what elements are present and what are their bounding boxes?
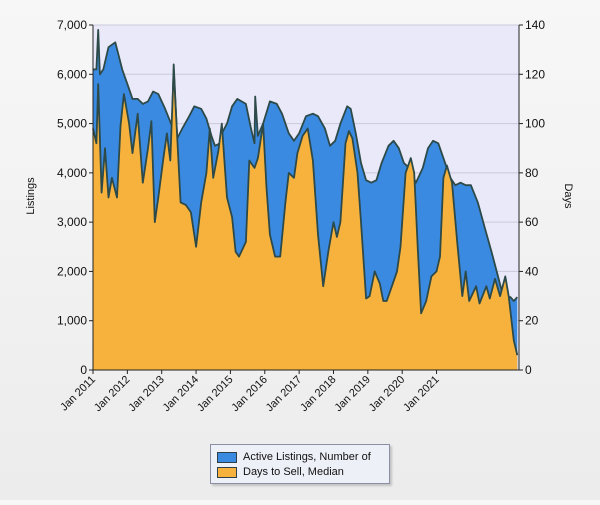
series-line-0 <box>93 29 518 302</box>
y2-tick-label: 140 <box>525 18 545 32</box>
x-tick-label: Jan 2011 <box>58 374 98 414</box>
legend-swatch-active-listings <box>217 451 237 463</box>
y2-tick-label: 20 <box>525 314 539 328</box>
x-tick-label: Jan 2012 <box>92 374 132 414</box>
y2-tick-label: 60 <box>525 215 539 229</box>
y-tick-label: 5,000 <box>57 117 87 131</box>
x-tick-label: Jan 2017 <box>264 374 304 414</box>
series-line-1 <box>92 68 519 356</box>
legend-label-days-to-sell: Days to Sell, Median <box>243 466 344 478</box>
legend-item-days-to-sell: Days to Sell, Median <box>217 465 344 479</box>
y2-tick-label: 100 <box>525 117 545 131</box>
y2-tick-label: 80 <box>525 166 539 180</box>
y-tick-label: 0 <box>80 363 87 377</box>
legend-swatch-days-to-sell <box>217 466 237 478</box>
y-tick-label: 4,000 <box>57 166 87 180</box>
legend: Active Listings, Number of Days to Sell,… <box>210 444 390 484</box>
y-tick-label: 1,000 <box>57 314 87 328</box>
y-axis-label: Listings <box>25 177 37 215</box>
y-tick-label: 7,000 <box>57 18 87 32</box>
y-tick-label: 2,000 <box>57 264 87 278</box>
series-area-1 <box>93 69 518 371</box>
y-tick-label: 3,000 <box>57 215 87 229</box>
x-tick-label: Jan 2014 <box>161 374 201 414</box>
legend-label-active-listings: Active Listings, Number of <box>243 451 371 463</box>
x-tick-label: Jan 2016 <box>229 374 269 414</box>
legend-item-active-listings: Active Listings, Number of <box>217 450 371 464</box>
y-tick-label: 6,000 <box>57 67 87 81</box>
x-tick-label: Jan 2015 <box>195 374 235 414</box>
y2-tick-label: 40 <box>525 264 539 278</box>
x-tick-label: Jan 2013 <box>126 374 166 414</box>
y2-tick-label: 120 <box>525 67 545 81</box>
x-tick-label: Jan 2021 <box>401 374 441 414</box>
x-tick-label: Jan 2020 <box>367 374 407 414</box>
y2-axis-label: Days <box>562 183 574 209</box>
y2-tick-label: 0 <box>525 363 532 377</box>
x-tick-label: Jan 2019 <box>332 374 372 414</box>
x-tick-label: Jan 2018 <box>298 374 338 414</box>
